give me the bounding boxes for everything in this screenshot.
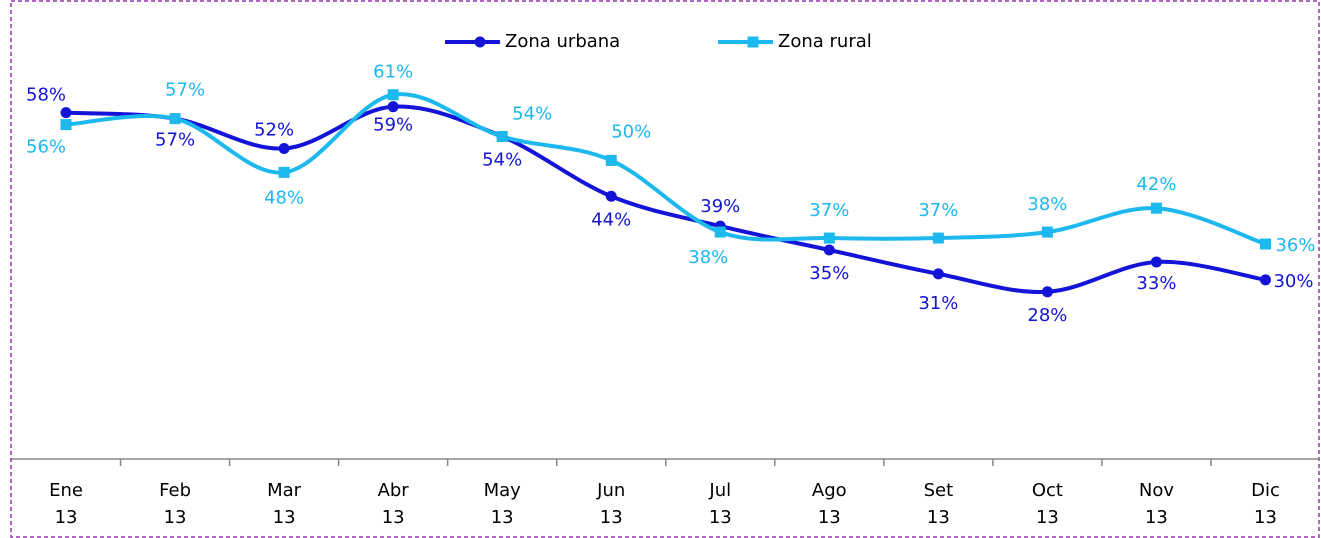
series-line <box>65 92 1267 246</box>
marker <box>278 166 290 178</box>
data-label: 35% <box>809 263 849 284</box>
data-label: 59% <box>373 115 413 136</box>
legend-label: Zona rural <box>778 31 872 52</box>
marker <box>1041 226 1053 238</box>
data-label: 38% <box>1027 194 1067 215</box>
marker <box>496 131 508 143</box>
data-label: 58% <box>26 85 66 106</box>
x-tick-label: Ago 13 <box>812 480 847 528</box>
marker <box>1041 286 1053 298</box>
marker <box>60 107 72 119</box>
marker <box>1150 256 1162 268</box>
data-label: 54% <box>512 104 552 125</box>
x-tick-label: Nov 13 <box>1139 480 1174 528</box>
data-label: 54% <box>482 150 522 171</box>
marker <box>169 113 181 125</box>
x-tick-label: Jun 13 <box>596 480 625 528</box>
x-tick-label: Mar 13 <box>267 480 302 528</box>
x-tick-label: Oct 13 <box>1032 480 1063 528</box>
data-label: 56% <box>26 137 66 158</box>
marker <box>605 154 617 166</box>
data-label: 44% <box>591 209 631 230</box>
data-label: 61% <box>373 62 413 83</box>
legend-label: Zona urbana <box>505 31 620 52</box>
data-label: 57% <box>165 80 205 101</box>
data-label: 37% <box>918 200 958 221</box>
series-line <box>65 104 1266 294</box>
marker <box>605 190 617 202</box>
data-label: 38% <box>688 247 728 268</box>
x-tick-label: Jul 13 <box>708 480 731 528</box>
data-label: 48% <box>264 187 304 208</box>
x-tick-label: Feb 13 <box>159 480 191 528</box>
marker <box>1259 274 1271 286</box>
data-label: 37% <box>809 200 849 221</box>
x-tick-label: Dic 13 <box>1251 480 1280 528</box>
data-label: 39% <box>700 196 740 217</box>
x-tick-label: Abr 13 <box>378 480 410 528</box>
frame <box>10 0 1320 538</box>
x-tick-label: May 13 <box>484 480 522 528</box>
data-label: 50% <box>611 121 651 142</box>
marker <box>932 268 944 280</box>
marker <box>714 226 726 238</box>
marker <box>823 232 835 244</box>
marker <box>387 101 399 113</box>
marker <box>60 119 72 131</box>
legend-marker <box>747 36 759 48</box>
data-label: 30% <box>1273 271 1313 292</box>
data-label: 36% <box>1275 235 1315 256</box>
data-label: 57% <box>155 130 195 151</box>
data-label: 42% <box>1136 174 1176 195</box>
marker <box>823 244 835 256</box>
legend-marker <box>474 36 486 48</box>
x-tick-label: Set 13 <box>924 480 954 528</box>
data-label: 28% <box>1027 305 1067 326</box>
data-label: 33% <box>1136 273 1176 294</box>
data-label: 52% <box>254 119 294 140</box>
marker <box>932 232 944 244</box>
marker <box>278 142 290 154</box>
data-label: 31% <box>918 293 958 314</box>
marker <box>387 89 399 101</box>
marker <box>1259 238 1271 250</box>
marker <box>1150 202 1162 214</box>
x-tick-label: Ene 13 <box>49 480 83 528</box>
